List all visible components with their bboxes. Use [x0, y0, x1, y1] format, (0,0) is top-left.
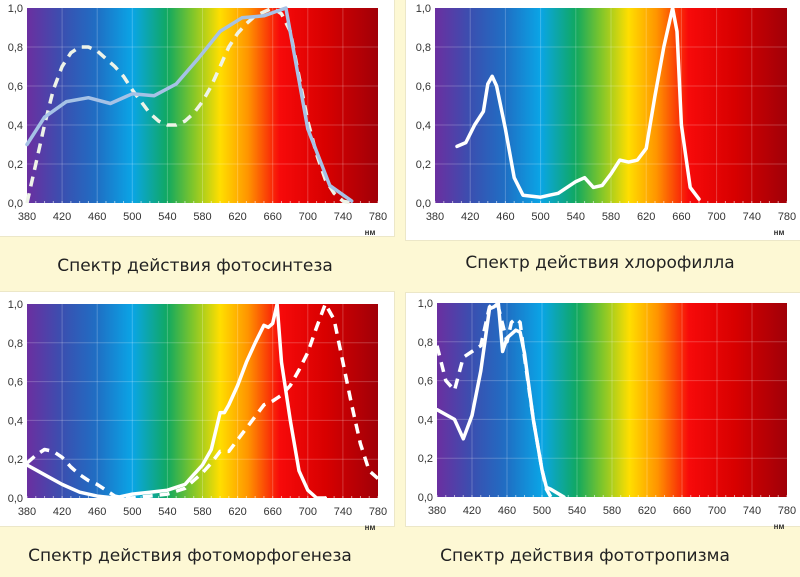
spectrum-background: [437, 303, 787, 497]
x-tick-label: 460: [88, 506, 106, 518]
x-tick-label: 620: [638, 505, 656, 517]
spectrum-background: [435, 8, 787, 203]
x-tick-label: 740: [743, 505, 761, 517]
x-tick-label: 780: [778, 211, 796, 223]
chart-photosynthesis: 380 420 460 500 540 580 620 660 700 740 780 0,0 0,2 0…: [8, 3, 387, 237]
x-tick-label: 500: [123, 506, 141, 518]
caption-chlorophyll: Спектр действия хлорофилла: [465, 253, 735, 273]
x-tick-label: 380: [428, 505, 446, 517]
x-tick-label: 540: [158, 211, 176, 223]
x-tick-label: 780: [778, 505, 796, 517]
y-tick-label: 0,4: [418, 414, 433, 426]
series-line-solid: [25, 6, 354, 203]
y-tick-label: 1,0: [8, 3, 23, 15]
x-tick-label: 540: [158, 506, 176, 518]
x-tick-label: 500: [533, 505, 551, 517]
y-tick-label: 0,0: [416, 198, 431, 210]
x-tick-label: 740: [334, 211, 352, 223]
chart-phototropism: 380 420 460 500 540 580 620 660 700 740 780 0,0 0,2 0…: [418, 298, 796, 530]
x-tick-label: 580: [602, 211, 620, 223]
x-tick-label: 580: [603, 505, 621, 517]
y-tick-label: 0,2: [418, 453, 433, 465]
x-tick-label: 540: [568, 505, 586, 517]
x-tick-label: 780: [369, 506, 387, 518]
chart-photomorphogenesis: 380 420 460 500 540 580 620 660 700 740 780 0,0 0,2 0…: [8, 299, 387, 530]
x-tick-label: 740: [334, 506, 352, 518]
x-tick-label: 380: [18, 506, 36, 518]
caption-phototropism: Спектр действия фототропизма: [440, 546, 730, 566]
x-tick-label: 380: [426, 211, 444, 223]
y-tick-label: 1,0: [8, 299, 23, 311]
x-tick-label: 620: [228, 211, 246, 223]
y-tick-label: 0,6: [418, 376, 433, 388]
x-tick-label: 420: [53, 211, 71, 223]
x-tick-label: 540: [567, 211, 585, 223]
x-axis-unit-label: нм: [365, 228, 376, 237]
y-tick-label: 0,8: [8, 42, 23, 54]
series-line-chlorophyll: [455, 6, 701, 201]
x-tick-label: 740: [743, 211, 761, 223]
x-tick-label: 420: [53, 506, 71, 518]
y-tick-label: 0,2: [416, 159, 431, 171]
series-line-solid: [25, 302, 328, 500]
caption-photomorphogenesis: Спектр действия фотоморфогенеза: [28, 546, 352, 566]
x-tick-label: 460: [496, 211, 514, 223]
caption-photosynthesis: Спектр действия фотосинтеза: [57, 256, 333, 276]
x-tick-label: 500: [531, 211, 549, 223]
x-tick-label: 580: [193, 506, 211, 518]
y-tick-label: 0,2: [8, 454, 23, 466]
x-axis-unit-label: нм: [365, 523, 376, 530]
x-tick-label: 620: [228, 506, 246, 518]
y-tick-label: 0,0: [8, 493, 23, 505]
y-tick-label: 0,6: [8, 377, 23, 389]
x-tick-label: 700: [299, 506, 317, 518]
x-tick-label: 460: [88, 211, 106, 223]
series-line-dashed: [25, 6, 353, 205]
x-tick-label: 620: [637, 211, 655, 223]
x-tick-label: 660: [264, 506, 282, 518]
x-tick-label: 780: [369, 211, 387, 223]
y-tick-label: 0,8: [418, 337, 433, 349]
y-tick-label: 0,2: [8, 159, 23, 171]
x-tick-label: 460: [498, 505, 516, 517]
y-tick-label: 0,4: [8, 120, 23, 132]
spectrum-background: [27, 8, 378, 203]
series-line-dashed: [25, 302, 380, 500]
x-axis-unit-label: нм: [774, 228, 785, 237]
x-tick-label: 700: [299, 211, 317, 223]
x-tick-label: 580: [193, 211, 211, 223]
y-tick-label: 0,6: [416, 81, 431, 93]
x-tick-label: 700: [707, 211, 725, 223]
x-tick-label: 660: [672, 211, 690, 223]
y-tick-label: 0,8: [8, 338, 23, 350]
y-tick-label: 0,4: [8, 415, 23, 427]
x-tick-label: 700: [708, 505, 726, 517]
y-tick-label: 1,0: [416, 3, 431, 15]
y-tick-label: 1,0: [418, 298, 433, 310]
y-tick-label: 0,8: [416, 42, 431, 54]
series-line-dashed: [435, 301, 553, 498]
y-tick-label: 0,4: [416, 120, 431, 132]
x-tick-label: 660: [673, 505, 691, 517]
x-tick-label: 660: [264, 211, 282, 223]
y-tick-label: 0,0: [8, 198, 23, 210]
x-tick-label: 420: [463, 505, 481, 517]
x-axis-unit-label: нм: [774, 522, 785, 530]
y-tick-label: 0,6: [8, 81, 23, 93]
chart-chlorophyll: 380 420 460 500 540 580 620 660 700 740 780 0,0 0,2 0…: [416, 3, 796, 237]
x-tick-label: 420: [461, 211, 479, 223]
x-tick-label: 380: [18, 211, 36, 223]
x-tick-label: 500: [123, 211, 141, 223]
y-tick-label: 0,0: [418, 492, 433, 504]
